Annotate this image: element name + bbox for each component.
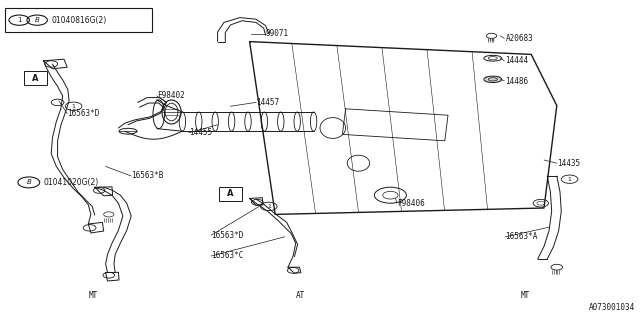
Text: 1: 1: [17, 17, 22, 23]
Text: 01041020G(2): 01041020G(2): [44, 178, 99, 187]
Text: 16563*A: 16563*A: [506, 232, 538, 241]
Text: 01040816G(2): 01040816G(2): [51, 16, 106, 25]
Text: MT: MT: [520, 292, 529, 300]
Text: A073001034: A073001034: [589, 303, 635, 312]
Text: B: B: [26, 180, 31, 185]
Text: 14455: 14455: [189, 128, 212, 137]
Text: 14435: 14435: [557, 159, 580, 168]
Bar: [24, 71, 47, 85]
Text: F98402: F98402: [157, 92, 184, 100]
Text: F98406: F98406: [397, 199, 424, 208]
Bar: [5, 8, 152, 32]
Text: 16563*C: 16563*C: [211, 252, 244, 260]
Text: 14486: 14486: [506, 77, 529, 86]
Polygon shape: [250, 42, 557, 214]
Text: 16563*D: 16563*D: [67, 109, 100, 118]
Bar: [219, 187, 242, 201]
Text: MT: MT: [88, 292, 97, 300]
Text: 1: 1: [72, 104, 76, 109]
Text: 14444: 14444: [506, 56, 529, 65]
Text: 16563*B: 16563*B: [131, 172, 164, 180]
Text: 14457: 14457: [256, 98, 279, 107]
Text: A: A: [227, 189, 234, 198]
Text: 16563*D: 16563*D: [211, 231, 244, 240]
Text: A20683: A20683: [506, 34, 533, 43]
Text: A: A: [32, 74, 38, 83]
Text: AT: AT: [296, 292, 305, 300]
Text: 1: 1: [267, 204, 271, 209]
Text: B: B: [35, 17, 40, 23]
Text: 99071: 99071: [266, 29, 289, 38]
Text: 1: 1: [568, 177, 572, 182]
